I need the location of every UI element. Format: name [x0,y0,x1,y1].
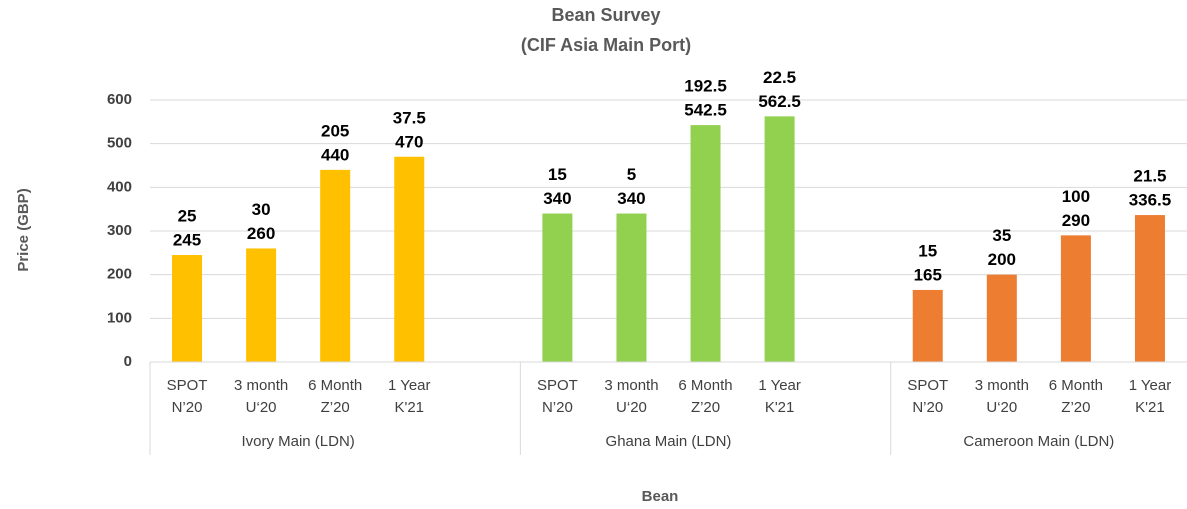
annotation-label: 15 [548,165,567,184]
x-tick-label: 3 month [234,377,288,394]
bar [1134,215,1165,362]
value-label: 340 [543,189,571,208]
y-tick-label: 200 [107,266,132,283]
value-label: 340 [617,189,645,208]
annotation-label: 192.5 [684,77,727,96]
y-tick-label: 400 [107,178,132,195]
annotation-label: 30 [252,200,271,219]
x-tick-label: N’20 [542,399,573,416]
value-label: 440 [321,145,349,164]
chart-subtitle: (CIF Asia Main Port) [521,35,691,55]
x-tick-label: 6 Month [678,377,732,394]
value-label: 200 [988,250,1016,269]
bar [1060,235,1091,362]
bar [690,125,721,362]
value-label: 165 [914,265,942,284]
x-tick-label: N’20 [912,399,943,416]
y-axis-title: Price (GBP) [15,188,32,271]
annotation-label: 100 [1062,187,1090,206]
x-tick-label: N’20 [172,399,203,416]
x-tick-label: 1 Year [1129,377,1172,394]
annotation-label: 21.5 [1133,167,1166,186]
x-tick-label: K'21 [1135,399,1165,416]
value-label: 336.5 [1129,191,1172,210]
bar [172,255,203,362]
group-label: Ghana Main (LDN) [606,433,732,450]
bar [542,213,573,362]
y-tick-label: 300 [107,222,132,239]
value-label: 245 [173,231,201,250]
value-label: 290 [1062,211,1090,230]
value-label: 470 [395,132,423,151]
value-label: 260 [247,224,275,243]
x-tick-label: 6 Month [308,377,362,394]
annotation-label: 205 [321,121,349,140]
x-tick-label: Z’20 [1061,399,1090,416]
x-tick-label: 1 Year [388,377,431,394]
y-tick-label: 600 [107,91,132,108]
annotation-label: 5 [627,165,636,184]
annotation-label: 25 [178,207,197,226]
bar [394,156,425,362]
bar [616,213,647,362]
x-axis-title: Bean [642,488,679,505]
y-tick-label: 500 [107,135,132,152]
x-tick-label: 3 month [975,377,1029,394]
annotation-label: 37.5 [393,108,426,127]
bar [912,289,943,362]
x-tick-label: U‘20 [986,399,1017,416]
x-tick-label: K'21 [394,399,424,416]
x-tick-label: U‘20 [616,399,647,416]
y-tick-label: 0 [124,353,132,370]
x-tick-label: U‘20 [246,399,277,416]
x-tick-label: SPOT [537,377,578,394]
annotation-label: 35 [992,226,1011,245]
value-label: 542.5 [684,101,727,120]
x-tick-label: K'21 [765,399,795,416]
group-label: Cameroon Main (LDN) [963,433,1114,450]
x-tick-label: 1 Year [758,377,801,394]
x-tick-label: SPOT [167,377,208,394]
x-tick-label: 3 month [604,377,658,394]
y-tick-label: 100 [107,309,132,326]
x-tick-label: Z’20 [691,399,720,416]
bar [320,169,351,362]
x-tick-label: 6 Month [1049,377,1103,394]
x-tick-label: SPOT [907,377,948,394]
bar [246,248,277,362]
group-label: Ivory Main (LDN) [241,433,354,450]
x-tick-label: Z’20 [321,399,350,416]
annotation-label: 22.5 [763,68,796,87]
bar [986,274,1017,362]
annotation-label: 15 [918,241,937,260]
chart-title: Bean Survey [551,5,660,25]
bar [764,116,795,362]
value-label: 562.5 [758,92,801,111]
